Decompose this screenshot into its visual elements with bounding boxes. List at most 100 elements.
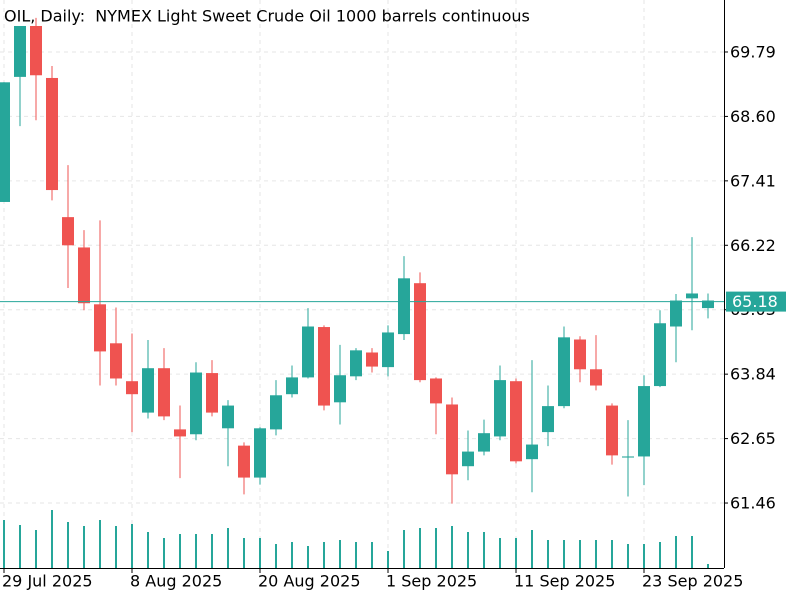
candle-body: [14, 25, 26, 77]
candle-body: [126, 381, 138, 395]
candle-body: [654, 323, 666, 387]
volume-bar: [547, 540, 549, 568]
volume-bar: [579, 540, 581, 568]
volume-bar: [435, 528, 437, 568]
volume-bar: [307, 546, 309, 568]
volume-bar: [323, 542, 325, 568]
volume-bar: [147, 532, 149, 568]
candle-body: [446, 404, 458, 475]
candle-body: [334, 375, 346, 403]
volume-bar: [243, 538, 245, 568]
volume-bar: [611, 540, 613, 568]
candle-body: [382, 332, 394, 368]
volume-bar: [51, 510, 53, 568]
volume-layer: [3, 510, 709, 568]
volume-bar: [707, 564, 709, 568]
candle-body: [206, 373, 218, 413]
candle-body: [398, 278, 410, 335]
candle-body: [606, 405, 618, 456]
candle-body: [94, 304, 106, 352]
volume-bar: [275, 544, 277, 568]
volume-bar: [115, 526, 117, 568]
candle-body: [286, 377, 298, 395]
volume-bar: [627, 544, 629, 568]
candle-body: [254, 428, 266, 478]
y-tick-label: 66.22: [730, 236, 776, 255]
candle-body: [414, 283, 426, 381]
candle-body: [702, 300, 714, 309]
candle-body: [670, 300, 682, 327]
candle-body: [574, 339, 586, 370]
x-tick-label: 29 Jul 2025: [2, 572, 93, 591]
volume-bar: [355, 542, 357, 568]
volume-bar: [467, 532, 469, 568]
volume-bar: [67, 522, 69, 568]
x-tick-label: 20 Aug 2025: [258, 572, 361, 591]
candle-body: [542, 406, 554, 433]
volume-bar: [227, 528, 229, 568]
volume-bar: [179, 534, 181, 568]
volume-bar: [531, 530, 533, 568]
y-tick-label: 69.79: [730, 42, 776, 61]
candle-layer: [0, 17, 724, 504]
volume-bar: [419, 528, 421, 568]
candle-body: [174, 429, 186, 437]
candle-body: [558, 337, 570, 407]
candle-body: [142, 368, 154, 413]
volume-bar: [259, 538, 261, 568]
candle-body: [622, 456, 634, 458]
candle-body: [590, 369, 602, 386]
volume-bar: [499, 538, 501, 568]
volume-bar: [451, 526, 453, 568]
x-tick-label: 23 Sep 2025: [642, 572, 743, 591]
candle-body: [494, 380, 506, 437]
candle-body: [270, 395, 282, 430]
y-tick-label: 68.60: [730, 107, 776, 126]
candle-body: [110, 343, 122, 379]
candle-body: [222, 405, 234, 429]
volume-bar: [387, 551, 389, 568]
volume-bar: [195, 534, 197, 568]
y-tick-label: 62.65: [730, 429, 776, 448]
volume-bar: [515, 538, 517, 568]
volume-bar: [3, 520, 5, 568]
candle-body: [462, 451, 474, 467]
volume-bar: [595, 540, 597, 568]
volume-bar: [211, 534, 213, 568]
volume-bar: [675, 536, 677, 568]
y-tick-label: 67.41: [730, 171, 776, 190]
x-tick-label: 11 Sep 2025: [514, 572, 615, 591]
candle-body: [62, 217, 74, 246]
candle-body: [190, 372, 202, 435]
price-label: 65.18: [732, 292, 778, 311]
candle-body: [46, 77, 58, 191]
x-tick-label: 1 Sep 2025: [386, 572, 477, 591]
volume-bar: [291, 542, 293, 568]
volume-bar: [643, 544, 645, 568]
candle-body: [526, 444, 538, 460]
volume-bar: [19, 525, 21, 568]
volume-bar: [99, 520, 101, 568]
volume-bar: [35, 530, 37, 568]
volume-bar: [691, 536, 693, 568]
price-label-box: [726, 291, 786, 312]
volume-bar: [371, 542, 373, 568]
candle-body: [30, 25, 42, 76]
axis-layer: 61.4662.6563.8465.0366.2267.4168.6069.79…: [2, 42, 786, 591]
volume-bar: [483, 532, 485, 568]
candle-body: [302, 326, 314, 378]
volume-bar: [83, 526, 85, 568]
volume-bar: [339, 540, 341, 568]
candle-body: [430, 378, 442, 404]
candle-body: [318, 327, 330, 406]
candle-body: [238, 445, 250, 478]
candle-body: [0, 82, 10, 202]
volume-bar: [131, 524, 133, 568]
candle-body: [366, 352, 378, 367]
candle-body: [478, 433, 490, 452]
candle-body: [686, 293, 698, 299]
candle-body: [510, 381, 522, 462]
x-tick-label: 8 Aug 2025: [130, 572, 222, 591]
chart-title: OIL, Daily: NYMEX Light Sweet Crude Oil …: [4, 7, 530, 26]
